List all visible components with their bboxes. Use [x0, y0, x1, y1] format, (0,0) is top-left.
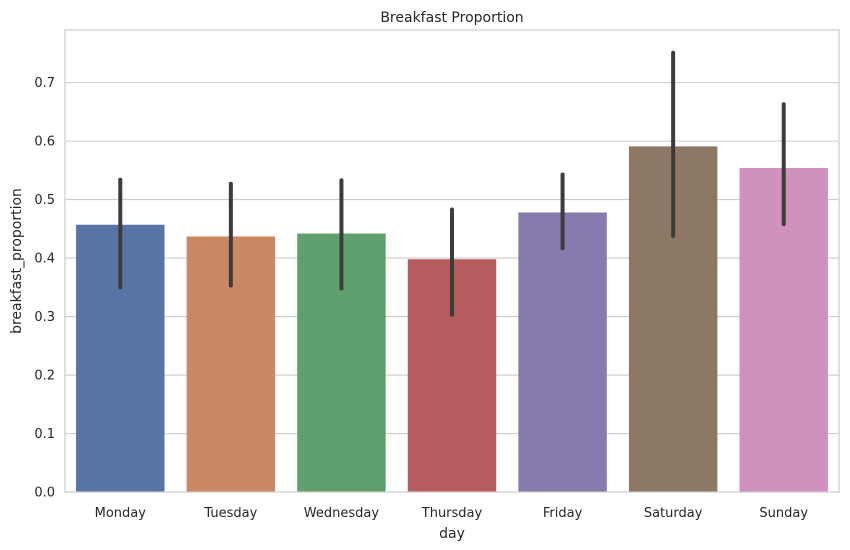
x-tick-labels: Monday Tuesday Wednesday Thursday Friday Satu… — [95, 506, 809, 521]
x-tick-label: Friday — [543, 506, 583, 521]
x-tick-label: Tuesday — [203, 506, 257, 521]
y-tick-label: 0.7 — [34, 76, 55, 91]
y-tick-label: 0.5 — [34, 193, 55, 208]
x-tick-label: Saturday — [644, 506, 703, 521]
y-tick-label: 0.4 — [34, 252, 55, 267]
y-tick-label: 0.0 — [34, 486, 55, 501]
chart-title: Breakfast Proportion — [380, 10, 523, 26]
x-tick-label: Monday — [95, 506, 147, 521]
bar-friday — [518, 212, 607, 492]
bars — [76, 146, 828, 493]
y-tick-label: 0.6 — [34, 135, 55, 150]
x-axis-title: day — [439, 526, 465, 542]
y-tick-label: 0.1 — [34, 427, 55, 442]
error-bars — [118, 50, 786, 317]
x-tick-label: Wednesday — [304, 506, 380, 521]
y-tick-label: 0.2 — [34, 369, 55, 384]
x-tick-label: Thursday — [421, 506, 483, 521]
y-axis-title: breakfast_proportion — [9, 188, 25, 334]
plot-frame — [64, 29, 840, 493]
y-tick-labels: 0.0 0.1 0.2 0.3 0.4 0.5 0.6 0.7 — [34, 76, 55, 500]
x-tick-label: Sunday — [759, 506, 808, 521]
y-tick-label: 0.3 — [34, 310, 55, 325]
